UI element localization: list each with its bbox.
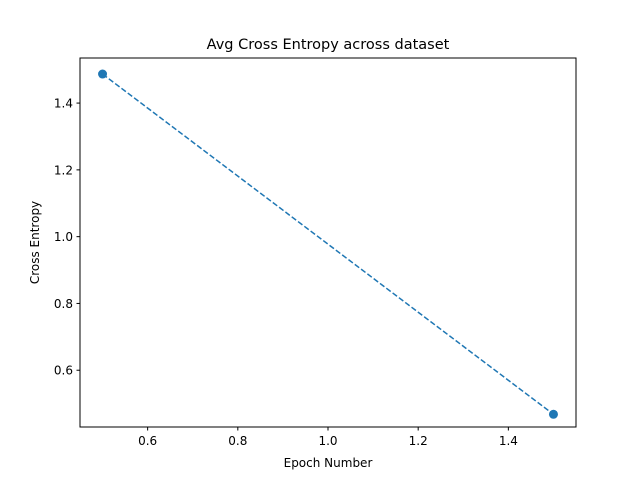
x-tick-label: 0.6 — [138, 434, 157, 448]
x-tick-label: 1.2 — [409, 434, 428, 448]
data-point — [548, 409, 558, 419]
x-tick-label: 1.0 — [318, 434, 337, 448]
series-line — [102, 73, 554, 415]
y-tick-label: 0.8 — [54, 297, 73, 311]
axis-ticks: 0.6 0.8 1.0 1.2 1.4 0.6 0.8 1.0 1.2 1.4 — [54, 97, 518, 448]
chart-title: Avg Cross Entropy across dataset — [207, 37, 450, 53]
y-axis-title: Cross Entropy — [28, 201, 42, 284]
y-tick-label: 1.0 — [54, 230, 73, 244]
y-tick-label: 1.4 — [54, 97, 73, 111]
x-tick-label: 1.4 — [499, 434, 518, 448]
x-axis-title: Epoch Number — [284, 456, 373, 470]
data-point — [98, 69, 108, 79]
series-layer — [98, 69, 558, 419]
y-tick-label: 0.6 — [54, 364, 73, 378]
x-tick-label: 0.8 — [228, 434, 247, 448]
plot-frame — [79, 57, 577, 428]
y-tick-label: 1.2 — [54, 163, 73, 177]
